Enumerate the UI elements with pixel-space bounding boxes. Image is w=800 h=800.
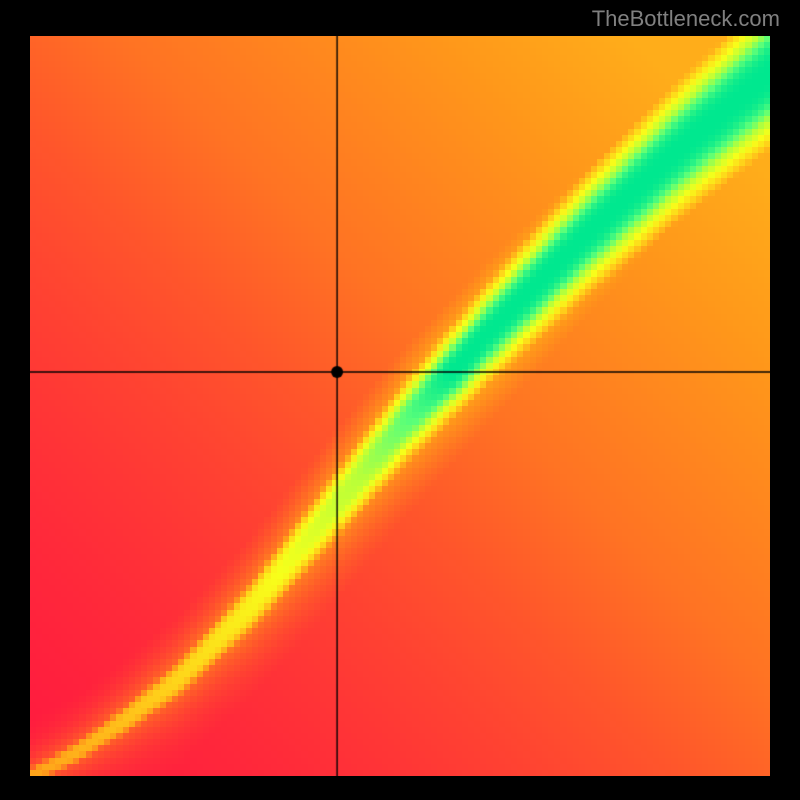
chart-container: TheBottleneck.com xyxy=(0,0,800,800)
watermark: TheBottleneck.com xyxy=(592,6,780,32)
crosshair-canvas xyxy=(30,36,770,776)
